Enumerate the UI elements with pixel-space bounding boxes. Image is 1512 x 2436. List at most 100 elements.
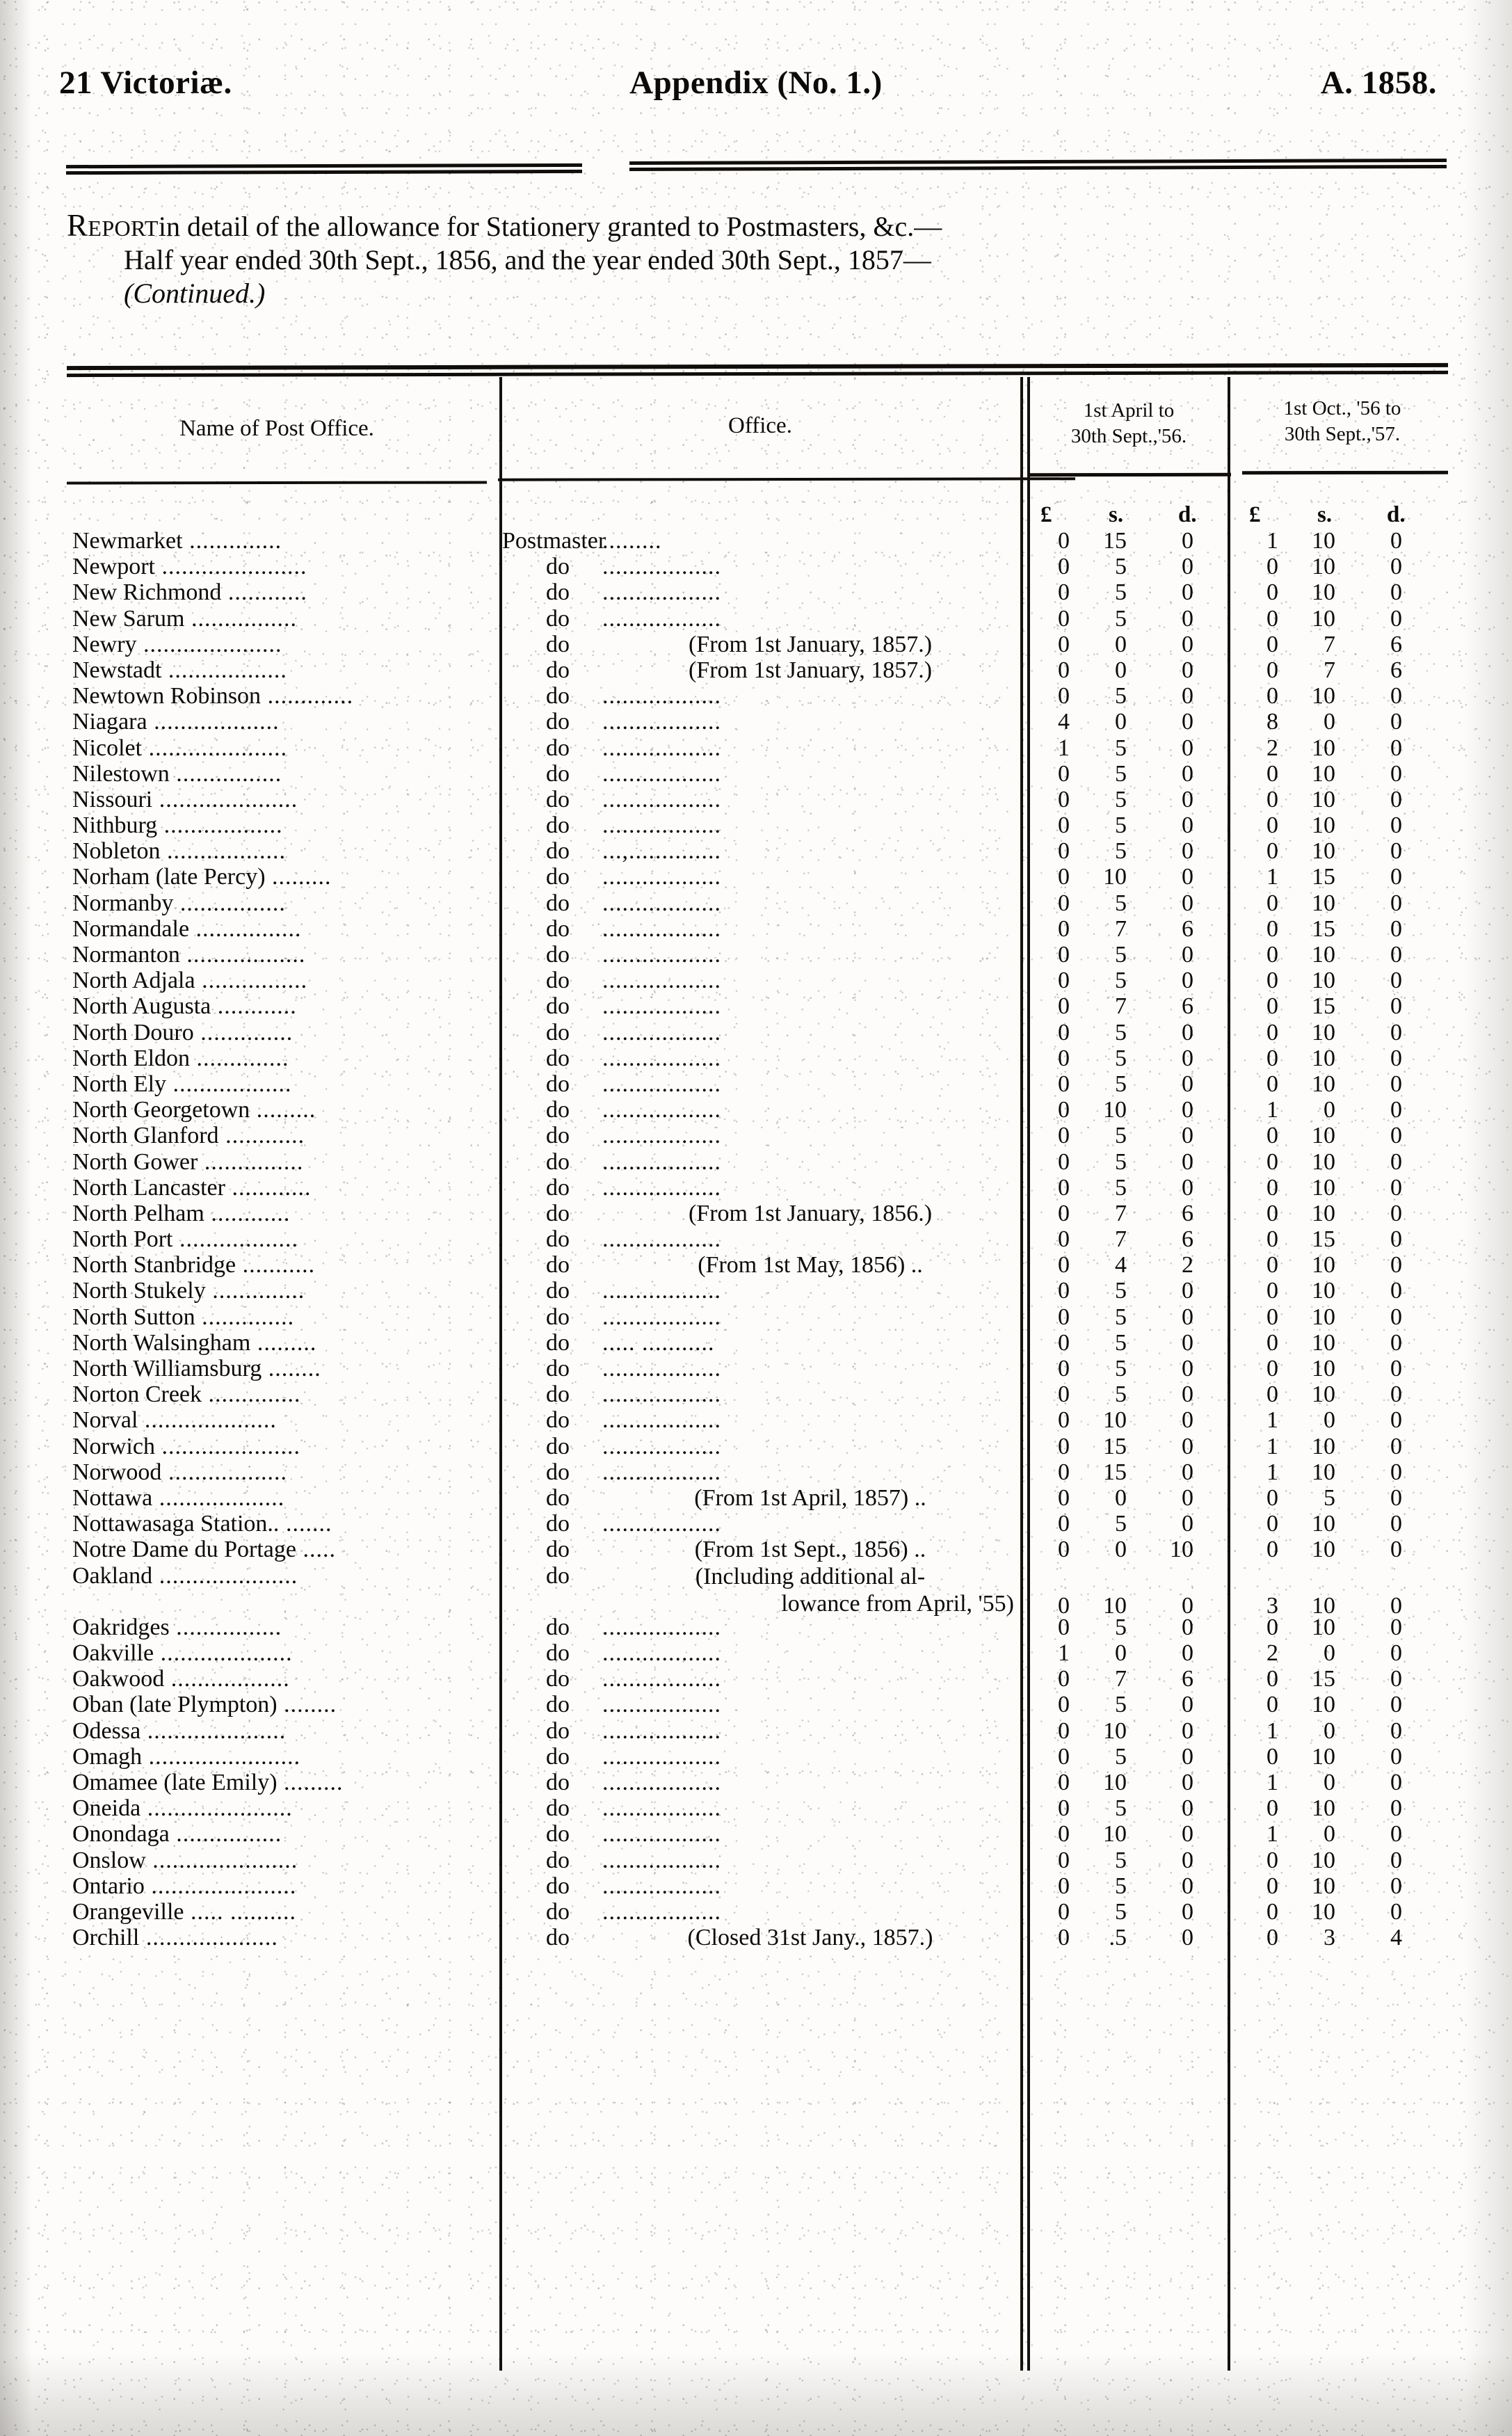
pence-period-1: 0 [1182,1640,1193,1667]
table-row: North Georgetown ......... do............… [67,1097,1448,1125]
post-office-name: North Williamsburg ........ [72,1356,321,1381]
office-holder: Postmaster [502,528,606,554]
table-row: Newmarket .............. Postmaster......… [67,528,1448,556]
post-office-name: Onondaga ................ [72,1821,282,1848]
office-leader-dots: .................. [602,1847,721,1873]
shillings-period-1: 5 [1115,968,1127,994]
pounds-period-1: 0 [1058,1329,1070,1356]
leader-dots: ..................... [136,631,282,657]
office-holder: do [546,1795,570,1822]
office-leader-dots: .................. [602,786,721,812]
shillings-period-1: 10 [1103,1821,1127,1848]
caption-lead-word: Report [67,208,159,243]
shillings-period-1: 15 [1103,1459,1127,1485]
pounds-period-1: 0 [1058,657,1070,683]
leader-dots: ................ [169,1614,282,1640]
shillings-period-1: 7 [1115,915,1127,942]
shillings-period-2: 10 [1312,1537,1335,1563]
shillings-period-1: 5 [1115,1381,1127,1408]
shillings-period-2: 10 [1312,1123,1335,1149]
shillings-period-2: 15 [1312,1226,1335,1253]
pounds-period-1: 0 [1058,1304,1070,1330]
pounds-period-2: 0 [1266,942,1278,968]
pounds-period-1: 0 [1058,812,1070,839]
table-row: North Eldon .............. do............… [67,1045,1448,1073]
caption-line2: Half year ended 30th Sept., 1856, and th… [124,244,931,275]
post-office-name: Nicolet ..................... [72,735,288,761]
pence-period-2: 0 [1390,1045,1402,1071]
pence-period-2: 0 [1390,1329,1402,1356]
office-leader-dots: .................. [602,1614,721,1640]
post-office-name: Oakwood .................. [72,1666,290,1692]
leader-dots: ............ [211,993,297,1020]
office-holder: do [546,1821,570,1848]
office-holder: do [546,1873,570,1899]
office-holder: do [546,579,570,606]
leader-dots: ................ [195,968,308,994]
pounds-period-1: 0 [1058,1511,1070,1537]
column-divider-money-inner [1027,377,1030,2371]
post-office-name: Ontario ...................... [72,1873,297,1899]
pounds-period-2: 0 [1266,1381,1278,1408]
pence-period-1: 0 [1182,657,1193,683]
office-leader-dots: .................. [602,1743,721,1770]
post-office-name: Oakridges ................ [72,1614,282,1640]
period-2-line-2: 30th Sept.,'57. [1284,423,1401,445]
table-row: North Adjala ................ do.........… [67,968,1448,995]
office-leader-dots: .................. [602,1045,721,1071]
table-row: North Williamsburg ........ do...........… [67,1356,1448,1384]
office-holder: do [546,1898,570,1925]
shillings-period-2: 10 [1312,838,1335,865]
leader-dots: ............ [221,579,307,606]
period-1-line-2: 30th Sept.,'56. [1070,425,1187,447]
column-header-office: Office. [728,413,792,438]
pence-period-1: 0 [1182,786,1193,812]
post-office-name: Niagara ................... [72,709,280,735]
shillings-period-1: 5 [1115,1795,1127,1822]
shillings-period-1: 5 [1115,1148,1127,1175]
leader-dots: ........ [262,1356,321,1381]
leader-dots: ....... [279,1511,332,1537]
pence-period-2: 6 [1390,631,1402,657]
shillings-period-2: 10 [1312,1898,1335,1925]
table-row: Oakville .................... do.........… [67,1640,1448,1668]
pence-period-2: 0 [1390,1459,1402,1485]
pounds-period-2: 0 [1266,1226,1278,1253]
pence-period-1: 0 [1182,1459,1193,1485]
leader-dots: .................. [161,657,287,683]
pence-period-1: 0 [1182,709,1193,735]
table-row: North Walsingham ......... do ..... ......… [67,1329,1448,1358]
office-leader-dots: .................. [602,1071,721,1097]
shillings-period-1: 5 [1115,1304,1127,1330]
post-office-name: Notre Dame du Portage ..... [72,1537,336,1563]
table-row: Norval .................... do...........… [67,1407,1448,1435]
leader-dots: ........ [277,1692,337,1718]
pounds-period-1: 0 [1058,1097,1070,1123]
table-row: Newry ..................... do (From 1st J… [67,631,1448,659]
post-office-name: Orchill .................... [72,1925,278,1951]
pence-period-2: 0 [1390,1821,1402,1848]
office-leader-dots: ...,.............. [602,838,721,865]
shillings-period-1: 0 [1115,1537,1127,1563]
office-leader-dots: .................. [602,1821,721,1848]
pounds-period-1: 0 [1058,1407,1070,1434]
office-leader-dots: .................. [602,1640,721,1667]
shillings-period-1: 10 [1103,1770,1127,1796]
pence-period-2: 0 [1390,1614,1402,1640]
pounds-period-1: 0 [1058,1537,1070,1563]
pence-period-2: 0 [1390,554,1402,580]
office-holder: do [546,1692,570,1718]
pence-period-1: 0 [1182,1407,1193,1434]
pounds-period-1: 0 [1058,1045,1070,1071]
leader-dots: .................... [138,1407,277,1434]
pence-period-1: 0 [1182,1071,1193,1097]
pence-period-2: 0 [1390,993,1402,1020]
office-holder: do [546,1433,570,1459]
leader-dots: ......... [250,1329,317,1356]
table-row: Normandale ................ do...........… [67,915,1448,944]
shillings-period-2: 10 [1312,1329,1335,1356]
office-holder: do [546,968,570,994]
shillings-period-1: 5 [1115,605,1127,632]
office-holder: do [546,915,570,942]
table-row: Normanby ................ do.............… [67,890,1448,918]
